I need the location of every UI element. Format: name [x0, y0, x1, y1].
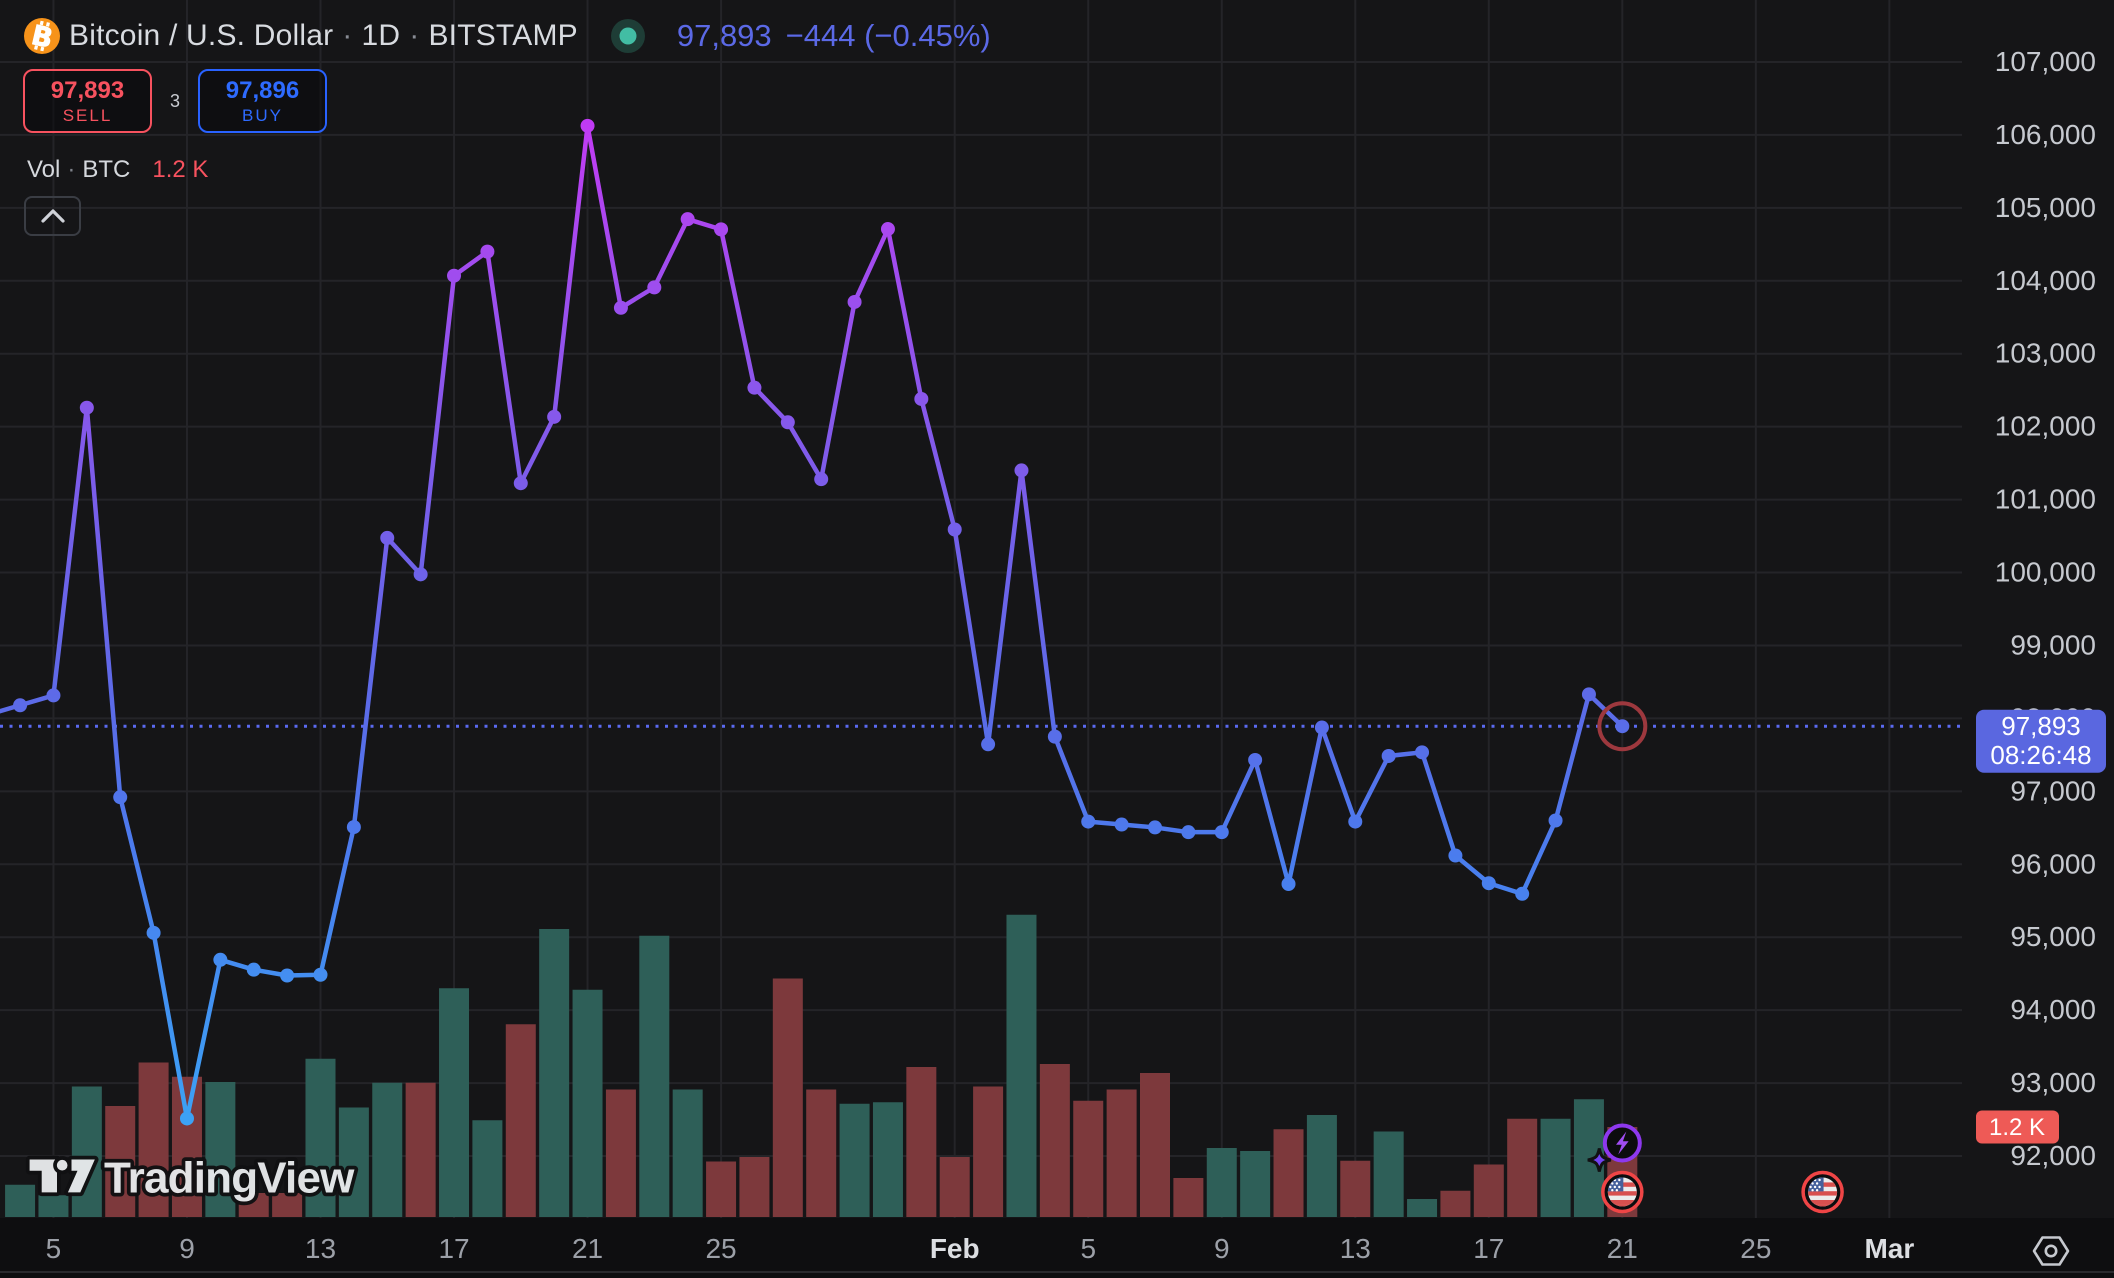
svg-text:9: 9: [179, 1233, 195, 1264]
svg-text:105,000: 105,000: [1995, 192, 2096, 223]
svg-text:107,000: 107,000: [1995, 46, 2096, 77]
svg-text:92,000: 92,000: [2010, 1140, 2096, 1171]
svg-text:25: 25: [1740, 1233, 1771, 1264]
volume-label: Vol: [27, 156, 61, 183]
svg-text:106,000: 106,000: [1995, 119, 2096, 150]
collapse-legend-button[interactable]: [24, 196, 81, 236]
volume-axis-label: 1.2 K: [1976, 1110, 2059, 1144]
sell-button[interactable]: 97,893 SELL: [23, 69, 152, 133]
bitcoin-icon: B: [24, 18, 60, 55]
last-point-highlight-ring: [1597, 701, 1648, 752]
interval-label: 1D: [361, 19, 401, 52]
svg-text:102,000: 102,000: [1995, 411, 2096, 442]
svg-text:100,000: 100,000: [1995, 557, 2096, 588]
sparkle-icon: [1587, 1148, 1612, 1172]
grid-lines: [0, 0, 1962, 1218]
svg-text:104,000: 104,000: [1995, 265, 2096, 296]
market-open-dot-icon[interactable]: [610, 18, 646, 54]
symbol-name: Bitcoin / U.S. Dollar: [69, 19, 334, 52]
quote-values: 97,893 −444 (−0.45%): [677, 18, 991, 54]
price-line-markers: [13, 118, 1630, 1126]
svg-text:93,000: 93,000: [2010, 1067, 2096, 1098]
svg-text:96,000: 96,000: [2010, 848, 2096, 879]
svg-text:1.2 K: 1.2 K: [1989, 1114, 2045, 1141]
order-buttons: 97,893 SELL 3 97,896 BUY: [23, 69, 327, 133]
svg-text:5: 5: [46, 1233, 62, 1264]
svg-text:95,000: 95,000: [2010, 921, 2096, 952]
svg-text:13: 13: [1340, 1233, 1371, 1264]
svg-text:94,000: 94,000: [2010, 994, 2096, 1025]
svg-text:97,893: 97,893: [2001, 711, 2081, 741]
last-price-value: 97,893: [676, 18, 772, 53]
buy-button[interactable]: 97,896 BUY: [198, 69, 327, 133]
volume-unit: BTC: [82, 156, 131, 183]
axis-tick-labels: 107,000 106,000 105,000 104,000 103,000 102,0…: [46, 46, 2096, 1264]
svg-text:99,000: 99,000: [2010, 629, 2096, 660]
volume-current-value: 1.2 K: [152, 156, 209, 183]
svg-text:21: 21: [1607, 1233, 1638, 1264]
exchange-label: BITSTAMP: [428, 19, 578, 52]
price-change-value: −444 (−0.45%): [785, 18, 991, 53]
svg-text:5: 5: [1080, 1233, 1096, 1264]
tradingview-watermark-text: TradingView: [104, 1154, 355, 1203]
price-line-series: [0, 123, 1625, 1121]
svg-text:9: 9: [1214, 1233, 1230, 1264]
svg-text:Mar: Mar: [1864, 1233, 1914, 1264]
svg-text:103,000: 103,000: [1995, 338, 2096, 369]
svg-text:25: 25: [705, 1233, 736, 1264]
svg-text:97,000: 97,000: [2010, 775, 2096, 806]
tradingview-watermark: TradingView: [25, 1150, 360, 1206]
volume-indicator-legend[interactable]: Vol · BTC 1.2 K: [27, 156, 209, 183]
chart-legend-header: B Bitcoin / U.S. Dollar · 1D · BITSTAMP 97,8…: [20, 15, 991, 57]
svg-text:17: 17: [438, 1233, 469, 1264]
svg-text:101,000: 101,000: [1995, 484, 2096, 515]
price-scale-settings-icon[interactable]: [2032, 1236, 2070, 1266]
svg-text:13: 13: [305, 1233, 336, 1264]
chevron-up-icon: [40, 209, 65, 223]
symbol-title[interactable]: Bitcoin / U.S. Dollar · 1D · BITSTAMP: [69, 19, 578, 52]
tradingview-logo-icon: [25, 1155, 99, 1197]
last-price-axis-label: 97,893 08:26:48: [1976, 709, 2106, 773]
spread-value: 3: [169, 90, 180, 111]
svg-text:17: 17: [1473, 1233, 1504, 1264]
svg-text:Feb: Feb: [930, 1233, 980, 1264]
svg-text:21: 21: [572, 1233, 603, 1264]
lightning-icon[interactable]: [1602, 1123, 1642, 1163]
economic-event-flags[interactable]: [1603, 1173, 1842, 1212]
volume-bars: [5, 914, 1638, 1217]
bar-close-countdown: 08:26:48: [1990, 740, 2091, 770]
